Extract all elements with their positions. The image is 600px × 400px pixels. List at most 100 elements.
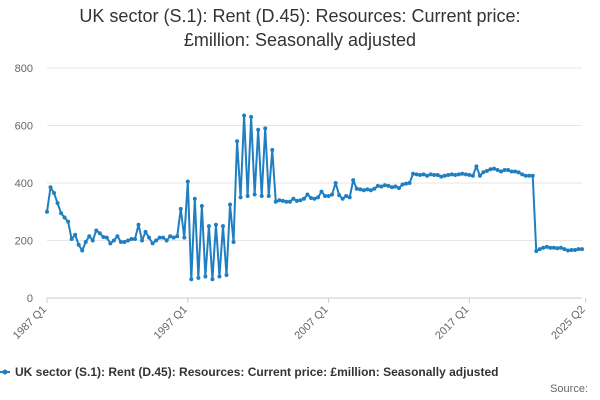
data-point (333, 181, 338, 185)
data-point (340, 196, 345, 201)
data-point (439, 174, 444, 179)
data-point (182, 235, 187, 240)
data-point (55, 201, 60, 206)
data-point (132, 237, 137, 242)
data-point (235, 139, 240, 144)
data-point (104, 235, 109, 240)
data-point (520, 172, 525, 177)
data-point (228, 202, 233, 207)
data-point (516, 170, 521, 175)
data-point (337, 193, 342, 198)
data-point (192, 196, 197, 201)
data-point (111, 238, 116, 243)
data-point (354, 186, 359, 191)
data-point (580, 247, 584, 252)
data-point (108, 241, 113, 246)
data-point (76, 242, 81, 247)
data-point (404, 181, 409, 186)
data-point (569, 247, 574, 252)
data-point (213, 222, 218, 227)
data-point (277, 198, 282, 203)
data-point (544, 244, 549, 249)
data-point (316, 195, 321, 200)
data-point (161, 235, 166, 240)
data-point (189, 277, 194, 282)
data-point (224, 273, 229, 277)
x-tick-label: 1987 Q1 (11, 304, 49, 342)
data-point (83, 239, 88, 244)
data-point (210, 277, 215, 282)
data-point (442, 173, 447, 178)
data-point (418, 172, 423, 177)
data-point (284, 199, 289, 204)
data-point (326, 193, 331, 198)
data-point (506, 168, 511, 173)
data-point (361, 188, 366, 193)
data-point (513, 169, 518, 174)
data-point (273, 199, 278, 204)
data-point (484, 168, 489, 173)
data-point (305, 192, 310, 197)
data-point (523, 173, 528, 178)
data-point (308, 195, 313, 200)
data-point (382, 183, 387, 188)
data-point (411, 171, 416, 176)
y-tick-label: 800 (15, 63, 33, 75)
data-point (502, 168, 507, 173)
data-point (217, 274, 222, 279)
data-point (147, 235, 152, 240)
y-tick-label: 200 (15, 236, 33, 248)
data-point (474, 164, 479, 169)
data-point (150, 241, 155, 246)
data-point (154, 238, 159, 243)
data-point (551, 245, 556, 250)
data-point (45, 209, 49, 214)
data-point (101, 235, 106, 240)
data-point (432, 172, 437, 177)
data-point (301, 196, 306, 201)
data-point (530, 173, 535, 178)
data-point (125, 238, 130, 243)
data-point (157, 235, 162, 240)
data-point (323, 193, 328, 198)
data-point (231, 239, 236, 244)
data-point (456, 172, 461, 177)
data-point (527, 173, 532, 178)
data-point (396, 186, 401, 191)
x-tick-label: 2017 Q1 (433, 304, 471, 342)
data-point (453, 172, 458, 177)
data-point (122, 239, 127, 244)
data-point (351, 178, 356, 183)
data-point (312, 196, 317, 201)
data-point (495, 168, 500, 173)
data-point (287, 199, 292, 204)
data-point (298, 198, 303, 203)
data-point (266, 193, 271, 198)
data-point (280, 198, 285, 203)
data-point (400, 182, 405, 187)
data-point (565, 248, 570, 253)
data-point (294, 198, 299, 203)
data-point (562, 247, 567, 252)
chart-title: UK sector (S.1): Rent (D.45): Resources:… (0, 4, 600, 52)
data-point (414, 172, 419, 177)
data-point (344, 193, 349, 198)
data-point (252, 192, 257, 197)
data-point (263, 126, 268, 131)
data-point (358, 187, 363, 192)
data-point (242, 113, 247, 118)
data-point (171, 235, 176, 240)
data-point (143, 229, 148, 234)
data-point (548, 245, 553, 250)
data-point (407, 181, 412, 185)
data-point (449, 172, 454, 177)
data-point (499, 169, 504, 174)
data-point (379, 184, 384, 189)
data-point (199, 204, 204, 208)
data-point (140, 238, 145, 243)
data-point (136, 222, 141, 227)
data-point (541, 245, 546, 250)
data-point (80, 248, 85, 253)
data-point (425, 173, 430, 178)
